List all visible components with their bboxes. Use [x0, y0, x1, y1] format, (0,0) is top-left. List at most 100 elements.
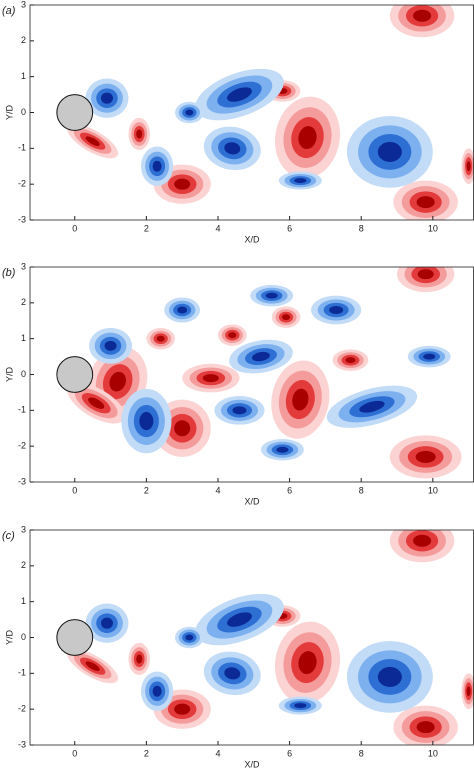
y-tick-label: 3	[21, 261, 26, 271]
y-tick-label: -2	[18, 704, 26, 714]
contour-level	[466, 686, 471, 697]
contour-level	[152, 685, 162, 697]
contour-level	[377, 141, 402, 162]
contour-level	[282, 314, 291, 321]
x-tick-label: 10	[428, 748, 438, 758]
y-axis-label: Y/D	[4, 630, 14, 646]
x-tick-label: 6	[287, 748, 292, 758]
contour-level	[100, 92, 113, 104]
contour-level	[174, 178, 191, 190]
y-tick-label: 1	[21, 71, 26, 81]
contour-level	[265, 292, 278, 299]
x-tick-label: 2	[144, 485, 149, 495]
contour-level	[423, 353, 436, 360]
y-tick-label: -3	[18, 476, 26, 486]
y-tick-label: 2	[21, 560, 26, 570]
x-tick-label: 6	[287, 485, 292, 495]
contour-level	[185, 634, 194, 641]
contour-level	[294, 703, 307, 709]
x-tick-label: 4	[215, 485, 220, 495]
x-tick-label: 0	[72, 223, 77, 233]
contour-level	[416, 196, 435, 209]
vorticity-field	[56, 5, 474, 220]
vorticity-field	[56, 530, 474, 745]
y-tick-label: 2	[21, 35, 26, 45]
panel: 0 2 4 6 8 10 -3 -2 -1 0 1 2 3 X/D Y/D (b)	[2, 261, 474, 506]
contour-level	[377, 666, 402, 687]
y-tick-label: -1	[18, 143, 26, 153]
contour-level	[252, 351, 270, 362]
contour-level	[417, 269, 434, 280]
y-tick-label: -2	[18, 179, 26, 189]
x-tick-label: 2	[144, 748, 149, 758]
y-tick-label: 0	[21, 107, 26, 117]
contour-level	[85, 661, 100, 671]
contour-level	[232, 406, 247, 415]
contour-level	[85, 136, 100, 146]
contour-level	[152, 160, 162, 172]
y-axis-label: Y/D	[4, 105, 14, 121]
contour-level	[413, 9, 432, 22]
contour-level	[136, 129, 143, 139]
x-tick-label: 0	[72, 748, 77, 758]
y-tick-label: 0	[21, 369, 26, 379]
y-tick-label: 1	[21, 333, 26, 343]
contour-level	[104, 340, 117, 351]
contour-level	[224, 142, 241, 155]
panel-label: (a)	[2, 5, 16, 17]
y-tick-label: -3	[18, 739, 26, 749]
contour-level	[139, 412, 154, 431]
y-tick-label: -2	[18, 441, 26, 451]
contour-level	[413, 534, 432, 547]
contour-level	[177, 306, 188, 314]
x-axis-label: X/D	[244, 496, 260, 506]
y-tick-label: 1	[21, 596, 26, 606]
y-axis-label: Y/D	[4, 367, 14, 383]
x-tick-label: 10	[428, 485, 438, 495]
y-tick-label: 2	[21, 297, 26, 307]
panel: 0 2 4 6 8 10 -3 -2 -1 0 1 2 3 X/D Y/D (a)	[2, 0, 474, 244]
contour-level	[174, 703, 191, 715]
vorticity-field	[56, 267, 462, 479]
x-tick-label: 8	[359, 223, 364, 233]
contour-level	[345, 357, 356, 364]
contour-level	[185, 109, 194, 116]
contour-level	[202, 374, 219, 383]
cylinder	[56, 94, 94, 131]
contour-level	[224, 667, 241, 680]
y-tick-label: -1	[18, 405, 26, 415]
y-tick-label: 0	[21, 632, 26, 642]
contour-level	[359, 400, 385, 413]
y-tick-label: 3	[21, 524, 26, 534]
x-tick-label: 2	[144, 223, 149, 233]
panel: 0 2 4 6 8 10 -3 -2 -1 0 1 2 3 X/D Y/D (c)	[2, 524, 474, 769]
contour-level	[292, 388, 309, 411]
contour-level	[298, 651, 317, 675]
x-tick-label: 8	[359, 748, 364, 758]
contour-level	[227, 612, 252, 627]
contour-level	[228, 332, 237, 339]
panel-label: (c)	[2, 530, 15, 542]
contour-level	[88, 397, 105, 409]
cylinder	[56, 356, 94, 393]
y-tick-label: 3	[21, 0, 26, 9]
x-tick-label: 10	[428, 223, 438, 233]
x-tick-label: 0	[72, 485, 77, 495]
contour-level	[100, 617, 113, 629]
cylinder	[56, 619, 94, 656]
contour-level	[276, 446, 289, 453]
x-axis-label: X/D	[244, 759, 260, 769]
contour-level	[174, 420, 191, 437]
contour-level	[109, 371, 127, 392]
panel-label: (b)	[2, 267, 16, 279]
contour-level	[136, 654, 143, 664]
x-tick-label: 6	[287, 223, 292, 233]
contour-level	[294, 178, 307, 184]
x-tick-label: 4	[215, 748, 220, 758]
x-axis-label: X/D	[244, 234, 260, 244]
y-tick-label: -3	[18, 214, 26, 224]
contour-level	[227, 87, 252, 102]
y-tick-label: -1	[18, 668, 26, 678]
contour-level	[156, 335, 165, 342]
